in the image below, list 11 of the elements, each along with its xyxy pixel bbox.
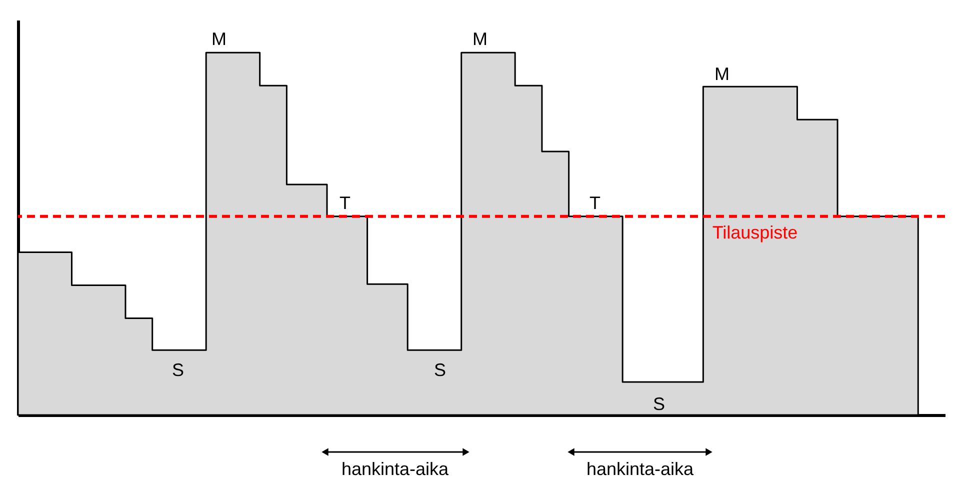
annotation: T	[340, 193, 350, 213]
text: hankinta-aika	[341, 459, 450, 477]
ref-line-label: Tilauspiste	[712, 222, 798, 242]
text: M	[212, 29, 226, 49]
text: hankinta-aika	[586, 459, 695, 477]
annotation: M	[714, 64, 730, 84]
annotation: T	[590, 193, 600, 213]
text: M	[472, 29, 488, 49]
annotation: S	[652, 394, 666, 414]
annotation: S	[172, 360, 184, 380]
annotation: S	[434, 360, 446, 380]
